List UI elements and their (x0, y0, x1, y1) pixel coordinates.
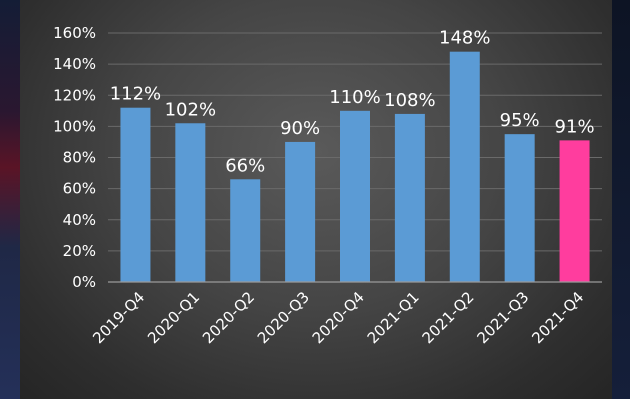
data-labels: 112%102% 66% 90% 110% 108% 148% 95% 91% (110, 28, 595, 177)
data-label: 148% (439, 28, 490, 49)
x-tick-label: 2021-Q1 (364, 288, 423, 347)
bar (120, 107, 151, 282)
y-tick-label: 100% (53, 117, 96, 135)
x-tick-label: 2020-Q2 (199, 288, 258, 347)
bar (340, 110, 370, 282)
data-label: 110% (329, 87, 380, 108)
y-tick-label: 40% (63, 211, 96, 229)
x-tick-label: 2020-Q1 (144, 288, 203, 347)
data-label: 108% (384, 90, 435, 111)
x-tick-label: 2021-Q2 (419, 288, 478, 347)
y-axis-ticks: 0% 20% 40% 60% 80% 100% 120% 140% 160% (53, 24, 96, 291)
data-label: 95% (500, 110, 540, 131)
y-tick-label: 120% (53, 86, 96, 104)
x-tick-label: 2019-Q4 (89, 288, 148, 347)
bar (449, 51, 480, 282)
data-label: 90% (280, 118, 320, 139)
chart-area: 0% 20% 40% 60% 80% 100% 120% 140% 160% 112% 102% 6… (20, 0, 612, 399)
bar (559, 140, 590, 282)
data-label: 91% (555, 116, 595, 137)
bars (120, 51, 590, 282)
x-tick-label: 2021-Q4 (528, 288, 587, 347)
x-tick-label: 2021-Q3 (473, 288, 532, 347)
data-label: 66% (225, 155, 265, 176)
y-tick-label: 60% (63, 180, 96, 198)
y-tick-label: 140% (53, 55, 96, 73)
bar (175, 123, 206, 282)
left-slide-edge (0, 0, 20, 399)
y-tick-label: 160% (53, 24, 96, 42)
y-tick-label: 0% (72, 273, 96, 291)
x-axis-ticks: 2019-Q42020-Q12020-Q22020-Q32020-Q42021-… (89, 288, 587, 347)
right-slide-edge (612, 0, 630, 399)
data-label: 112% (110, 84, 161, 105)
bar (230, 179, 261, 282)
y-tick-label: 20% (63, 242, 96, 260)
data-label: 102% (165, 99, 216, 120)
y-tick-label: 80% (63, 149, 96, 167)
bar (394, 113, 425, 282)
bar (504, 134, 535, 282)
bar-chart: 0% 20% 40% 60% 80% 100% 120% 140% 160% 112%102% 6… (53, 24, 602, 347)
x-tick-label: 2020-Q4 (309, 288, 368, 347)
bar (285, 141, 316, 282)
x-tick-label: 2020-Q3 (254, 288, 313, 347)
